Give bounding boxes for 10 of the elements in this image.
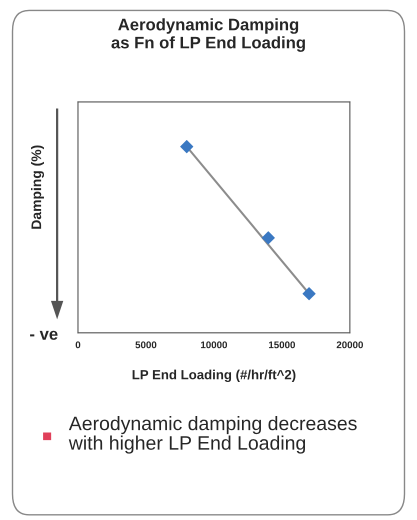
x-tick-label: 5000 [135,341,156,348]
x-tick-label: 20000 [336,341,363,348]
text: Aerodynamic damping decreases with higher LP End Loading [68,416,357,454]
text: - ve [30,330,58,340]
chart-title: Aerodynamic Damping as Fn of LP End Loading [111,18,305,52]
x-axis-title: LP End Loading (#/hr/ft^2) [132,370,296,382]
x-tick-label: 10000 [201,341,228,348]
y-axis-title: Damping (%) [31,145,44,229]
x-tick-label: 0 [76,341,80,348]
x-tick-label: 15000 [268,341,296,348]
